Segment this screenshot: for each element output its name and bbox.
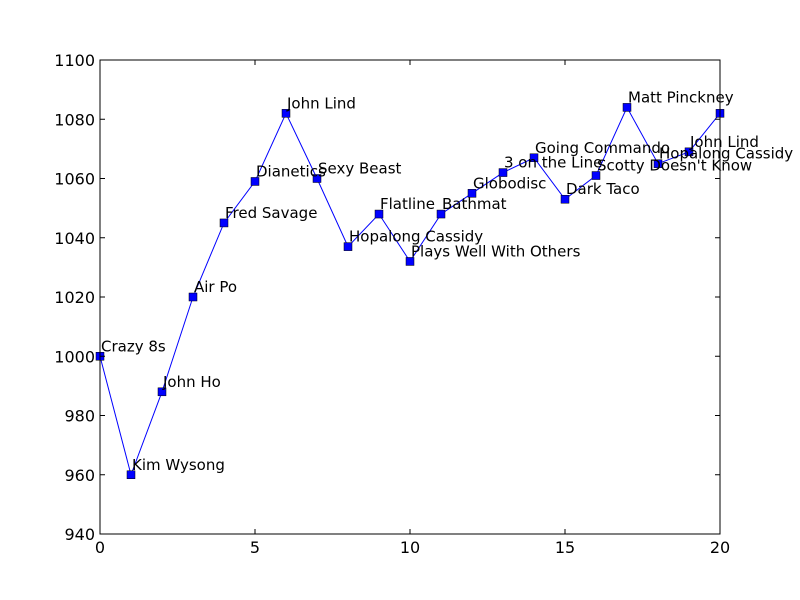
data-point-8	[343, 242, 353, 251]
y-tick-label-0: 940	[64, 525, 95, 544]
data-point-12	[467, 189, 477, 198]
data-point-11	[436, 209, 446, 219]
point-label-4: Fred Savage	[225, 204, 317, 222]
x-tick-label-3: 15	[555, 538, 575, 557]
point-label-14: Going Commando	[535, 139, 670, 157]
point-label-15: Dark Taco	[566, 180, 640, 198]
data-point-6	[281, 109, 291, 118]
point-label-7: Sexy Beast	[318, 160, 402, 178]
point-label-16: Scotty Doesn't Know	[597, 157, 752, 175]
y-tick-label-4: 1020	[54, 288, 95, 307]
data-point-15	[560, 194, 570, 204]
point-label-5: Dianetics	[256, 162, 326, 180]
y-tick-label-8: 1100	[54, 51, 95, 70]
data-point-7	[312, 174, 322, 183]
point-label-17: Matt Pinckney	[628, 88, 734, 106]
x-tick-label-1: 5	[250, 538, 260, 557]
data-point-10	[405, 257, 415, 266]
y-tick-label-5: 1040	[54, 229, 95, 248]
data-point-18	[653, 159, 663, 168]
point-label-3: Air Po	[194, 278, 237, 296]
point-label-18: Hopalong Cassidy	[659, 145, 793, 163]
x-tick-label-4: 20	[710, 538, 730, 557]
data-point-2	[157, 387, 167, 397]
y-tick-label-2: 980	[64, 407, 95, 426]
point-label-2: John Ho	[162, 373, 221, 391]
y-tick-label-7: 1080	[54, 110, 95, 129]
point-label-10: Plays Well With Others	[411, 242, 581, 260]
data-point-14	[529, 153, 539, 163]
point-label-11: Bathmat	[442, 195, 507, 213]
point-label-19: John Lind	[689, 133, 759, 151]
data-point-13	[498, 168, 508, 177]
data-point-1	[126, 470, 136, 479]
plot-area: Crazy 8s Kim Wysong John Ho Air Po Fred Sava…	[54, 51, 793, 557]
x-tick-label-0: 0	[95, 538, 105, 557]
y-tick-label-3: 1000	[54, 347, 95, 366]
point-label-13: 3 on the Line	[504, 154, 602, 172]
point-label-1: Kim Wysong	[132, 456, 225, 474]
y-tick-label-6: 1060	[54, 170, 95, 189]
x-tick-label-2: 10	[400, 538, 420, 557]
data-point-16	[591, 171, 601, 180]
y-tick-label-1: 960	[64, 466, 95, 485]
data-point-3	[188, 292, 198, 302]
data-point-4	[219, 218, 229, 228]
data-point-9	[374, 209, 384, 219]
point-label-12: Globodisc	[473, 174, 546, 192]
point-label-6: John Lind	[286, 94, 356, 112]
data-point-5	[250, 177, 260, 186]
data-point-17	[622, 103, 632, 112]
point-label-0: Crazy 8s	[101, 337, 166, 355]
data-point-19	[684, 147, 694, 157]
point-label-8: Hopalong Cassidy	[349, 228, 483, 246]
point-label-9: Flatline	[380, 195, 435, 213]
